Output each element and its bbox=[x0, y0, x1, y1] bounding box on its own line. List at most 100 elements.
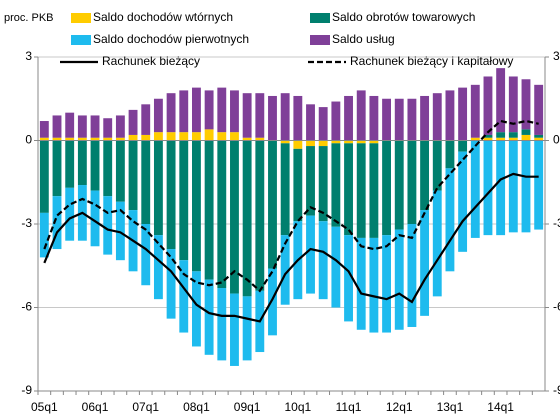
bar bbox=[407, 98, 417, 141]
bar bbox=[445, 168, 455, 272]
legend-swatch bbox=[310, 13, 330, 23]
bar bbox=[115, 201, 125, 261]
x-tick-label: 12q1 bbox=[386, 400, 413, 414]
bar bbox=[90, 140, 100, 191]
legend-swatch bbox=[71, 13, 91, 23]
bar bbox=[369, 143, 379, 238]
bar bbox=[192, 87, 201, 133]
bar bbox=[318, 107, 328, 141]
bar bbox=[420, 95, 430, 141]
x-tick-label: 13q1 bbox=[437, 400, 464, 414]
bar bbox=[521, 129, 531, 135]
bar bbox=[382, 98, 391, 141]
bar bbox=[217, 132, 227, 141]
bar bbox=[39, 121, 49, 138]
y-tick-label: 0 bbox=[25, 133, 32, 147]
bar bbox=[280, 235, 290, 305]
bar bbox=[77, 137, 87, 141]
bar bbox=[103, 137, 113, 141]
bar bbox=[420, 140, 430, 211]
bar bbox=[470, 84, 480, 138]
bar bbox=[280, 93, 290, 141]
bar bbox=[65, 137, 75, 141]
bar bbox=[521, 134, 531, 141]
bar bbox=[153, 140, 163, 236]
bar bbox=[344, 140, 353, 144]
bar bbox=[179, 90, 189, 133]
bar bbox=[483, 76, 493, 135]
bar bbox=[306, 146, 315, 216]
bar bbox=[230, 140, 239, 294]
bar bbox=[255, 93, 265, 138]
bar bbox=[230, 90, 239, 133]
x-tick-label: 14q1 bbox=[487, 400, 514, 414]
bar bbox=[39, 140, 49, 213]
bar bbox=[141, 134, 151, 141]
bar bbox=[394, 98, 404, 141]
x-tick-label: 07q1 bbox=[132, 400, 159, 414]
bar bbox=[103, 118, 113, 138]
bar bbox=[407, 140, 417, 224]
bar bbox=[141, 104, 151, 135]
bar bbox=[356, 237, 366, 330]
bar bbox=[331, 101, 341, 141]
bar bbox=[508, 132, 518, 138]
bar bbox=[407, 224, 417, 327]
bar bbox=[242, 140, 252, 297]
x-tick-label: 05q1 bbox=[31, 400, 58, 414]
bar bbox=[483, 137, 493, 141]
y-tick-label: -3 bbox=[21, 216, 32, 230]
bar bbox=[508, 76, 518, 133]
bar bbox=[521, 140, 531, 233]
y-tick-label: -9 bbox=[21, 383, 32, 397]
x-tick-label: 09q1 bbox=[234, 400, 261, 414]
bar bbox=[90, 190, 100, 247]
bar bbox=[331, 226, 341, 308]
legend-label: Saldo usług bbox=[332, 32, 395, 46]
bar bbox=[204, 140, 214, 280]
bar bbox=[458, 140, 468, 152]
bar bbox=[65, 187, 75, 241]
bar bbox=[382, 140, 391, 236]
bar bbox=[280, 143, 290, 236]
bar bbox=[166, 132, 176, 141]
bar bbox=[293, 95, 303, 141]
bar bbox=[420, 210, 430, 316]
y2-tick-label: -3 bbox=[553, 216, 560, 230]
bar bbox=[153, 132, 163, 141]
bar bbox=[496, 140, 506, 236]
bar bbox=[445, 140, 455, 169]
bar bbox=[318, 221, 328, 300]
bar bbox=[128, 140, 138, 211]
bar bbox=[458, 151, 468, 252]
bar bbox=[369, 237, 379, 333]
bar bbox=[128, 109, 138, 135]
bar bbox=[534, 137, 544, 141]
bar bbox=[217, 140, 227, 289]
bar bbox=[179, 132, 189, 141]
bar bbox=[217, 288, 227, 361]
y2-tick-label: 3 bbox=[553, 49, 560, 63]
bar bbox=[141, 224, 151, 286]
bar bbox=[496, 132, 506, 138]
bar bbox=[432, 93, 442, 141]
bar bbox=[52, 137, 62, 141]
bar bbox=[255, 140, 265, 291]
bar bbox=[65, 140, 75, 188]
bar bbox=[153, 235, 163, 300]
bar bbox=[153, 98, 163, 133]
bar bbox=[255, 137, 265, 141]
bar bbox=[192, 132, 201, 141]
bar bbox=[534, 140, 544, 230]
bar bbox=[293, 140, 303, 149]
bar bbox=[356, 143, 366, 238]
bar bbox=[77, 115, 87, 138]
bar bbox=[268, 268, 277, 336]
bar bbox=[331, 140, 341, 144]
y2-tick-label: -9 bbox=[553, 383, 560, 397]
legend-swatch bbox=[71, 35, 91, 45]
bar bbox=[496, 137, 506, 141]
x-tick-label: 06q1 bbox=[82, 400, 109, 414]
bar bbox=[217, 87, 227, 133]
